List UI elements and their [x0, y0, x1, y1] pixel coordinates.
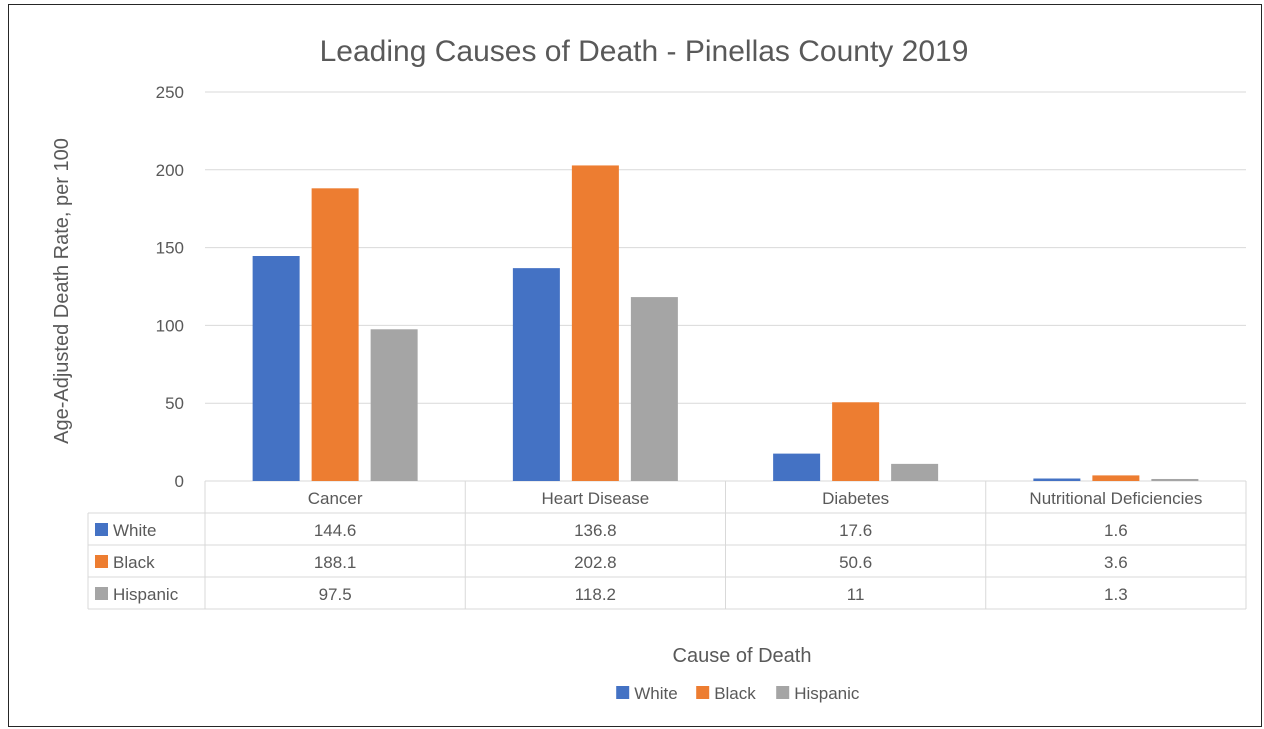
bar: [252, 256, 300, 481]
bar: [512, 268, 560, 481]
table-value: 3.6: [1104, 553, 1128, 572]
bar: [773, 453, 821, 481]
bar: [1092, 475, 1140, 481]
bar: [571, 165, 619, 481]
y-axis-ticks: 0 50 100 150 200 250: [156, 83, 184, 491]
data-table: Cancer Heart Disease Diabetes Nutritional D…: [87, 481, 1247, 610]
table-value: 144.6: [314, 521, 357, 540]
table-legend-key: [95, 523, 108, 536]
table-value: 188.1: [314, 553, 357, 572]
x-axis-title: Cause of Death: [673, 645, 812, 667]
bars: [252, 165, 1199, 481]
bar: [832, 402, 880, 481]
table-value: 50.6: [839, 553, 872, 572]
y-tick-label: 250: [156, 83, 184, 102]
table-value: 136.8: [574, 521, 617, 540]
table-legend-key: [95, 555, 108, 568]
bar: [370, 329, 418, 481]
table-category-label: Heart Disease: [542, 489, 650, 508]
table-value: 1.6: [1104, 521, 1128, 540]
gridlines: [205, 91, 1246, 482]
table-category-label: Nutritional Deficiencies: [1029, 489, 1202, 508]
bar: [891, 463, 939, 481]
table-series-label: Hispanic: [113, 585, 179, 604]
table-value: 97.5: [319, 585, 352, 604]
table-category-label: Cancer: [308, 489, 363, 508]
y-tick-label: 150: [156, 239, 184, 258]
legend-label: Hispanic: [794, 684, 860, 703]
bar: [1033, 478, 1081, 481]
y-axis-title: Age-Adjusted Death Rate, per 100: [51, 138, 73, 444]
table-value: 11: [847, 585, 865, 604]
chart-title: Leading Causes of Death - Pinellas Count…: [320, 35, 969, 68]
table-category-label: Diabetes: [822, 489, 889, 508]
table-series-label: White: [113, 521, 156, 540]
table-value: 118.2: [575, 585, 616, 604]
bar: [1151, 478, 1199, 481]
legend-key: [696, 686, 710, 699]
table-series-label: Black: [113, 553, 155, 572]
legend: White Black Hispanic: [616, 684, 860, 703]
table-legend-key: [95, 587, 108, 600]
y-tick-label: 50: [165, 394, 184, 413]
table-value: 1.3: [1104, 585, 1128, 604]
y-tick-label: 200: [156, 161, 184, 180]
legend-key: [616, 686, 630, 699]
table-value: 202.8: [574, 553, 617, 572]
y-tick-label: 0: [175, 472, 184, 491]
y-tick-label: 100: [156, 316, 184, 335]
legend-label: White: [634, 684, 677, 703]
table-value: 17.6: [839, 521, 872, 540]
bar: [630, 297, 678, 481]
legend-label: Black: [714, 684, 756, 703]
bar: [311, 188, 359, 481]
legend-key: [776, 686, 790, 699]
